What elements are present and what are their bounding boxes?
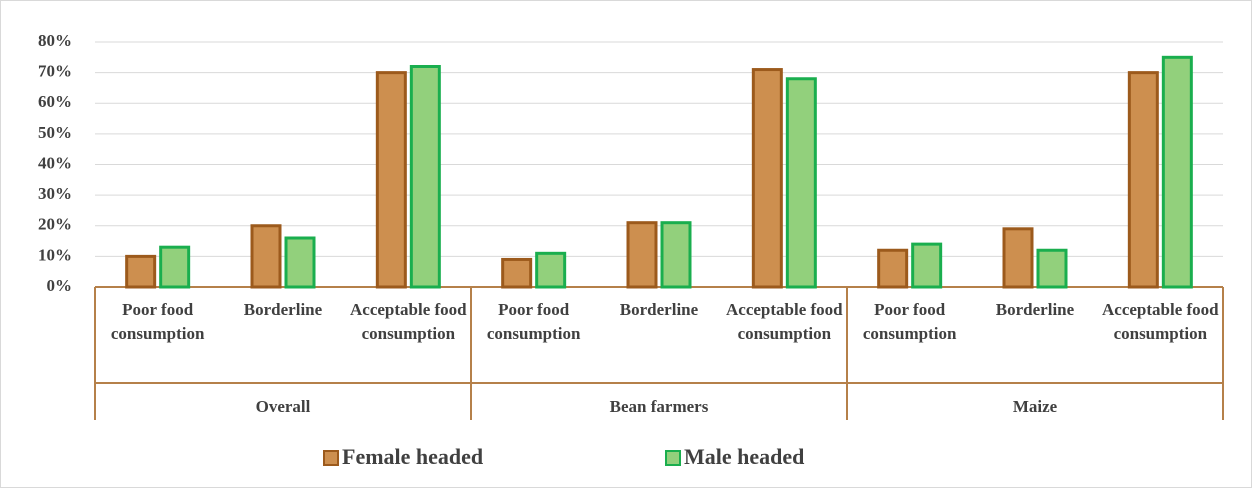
x-tick-label: Borderline: [243, 300, 323, 319]
bar: [125, 254, 157, 289]
x-tick-label-box: Poor food consumption: [486, 300, 581, 343]
x-tick-label: Borderline: [995, 300, 1075, 319]
y-tick-label: 10%: [38, 245, 72, 264]
x-tick-label-box: Poor food consumption: [110, 300, 205, 343]
legend-label: Female headed: [342, 444, 483, 469]
x-tick-label-box: Acceptable food consumption: [350, 300, 467, 343]
bar: [1036, 248, 1068, 289]
x-tick-label: Acceptable food consumption: [726, 300, 843, 343]
x-tick-label: Borderline: [619, 300, 699, 319]
bar: [877, 248, 909, 289]
bar: [501, 257, 533, 289]
bar: [284, 236, 316, 289]
bar: [159, 245, 191, 289]
bar: [1127, 71, 1159, 289]
y-tick-label: 80%: [38, 31, 72, 50]
bar: [250, 224, 282, 289]
x-tick-label-box: Borderline: [995, 300, 1075, 319]
bar: [626, 221, 658, 289]
y-tick-label: 20%: [38, 215, 72, 234]
x-tick-label-box: Acceptable food consumption: [1102, 300, 1219, 343]
legend-swatch: [323, 450, 339, 466]
bar: [375, 71, 407, 289]
group-label: Overall: [256, 397, 311, 416]
bar: [1002, 227, 1034, 289]
y-tick-label: 70%: [38, 62, 72, 81]
bar: [911, 242, 943, 289]
y-tick-label: 0%: [47, 276, 73, 295]
legend-label: Male headed: [684, 444, 804, 469]
x-tick-label-box: Borderline: [243, 300, 323, 319]
x-tick-label-box: Borderline: [619, 300, 699, 319]
group-label: Maize: [1013, 397, 1058, 416]
bar: [535, 251, 567, 289]
x-tick-label-box: Poor food consumption: [862, 300, 957, 343]
x-tick-label: Poor food consumption: [862, 300, 957, 343]
x-tick-label: Poor food consumption: [110, 300, 205, 343]
y-tick-label: 30%: [38, 184, 72, 203]
x-tick-label: Poor food consumption: [486, 300, 581, 343]
bar: [751, 68, 783, 289]
y-tick-label: 40%: [38, 153, 72, 172]
x-tick-label-box: Acceptable food consumption: [726, 300, 843, 343]
bar: [1161, 55, 1193, 289]
legend-swatch: [665, 450, 681, 466]
x-tick-label: Acceptable food consumption: [1102, 300, 1219, 343]
y-tick-label: 50%: [38, 123, 72, 142]
y-tick-label: 60%: [38, 92, 72, 111]
bar: [409, 65, 441, 289]
bar: [785, 77, 817, 289]
bar: [660, 221, 692, 289]
x-tick-label: Acceptable food consumption: [350, 300, 467, 343]
group-label: Bean farmers: [610, 397, 709, 416]
